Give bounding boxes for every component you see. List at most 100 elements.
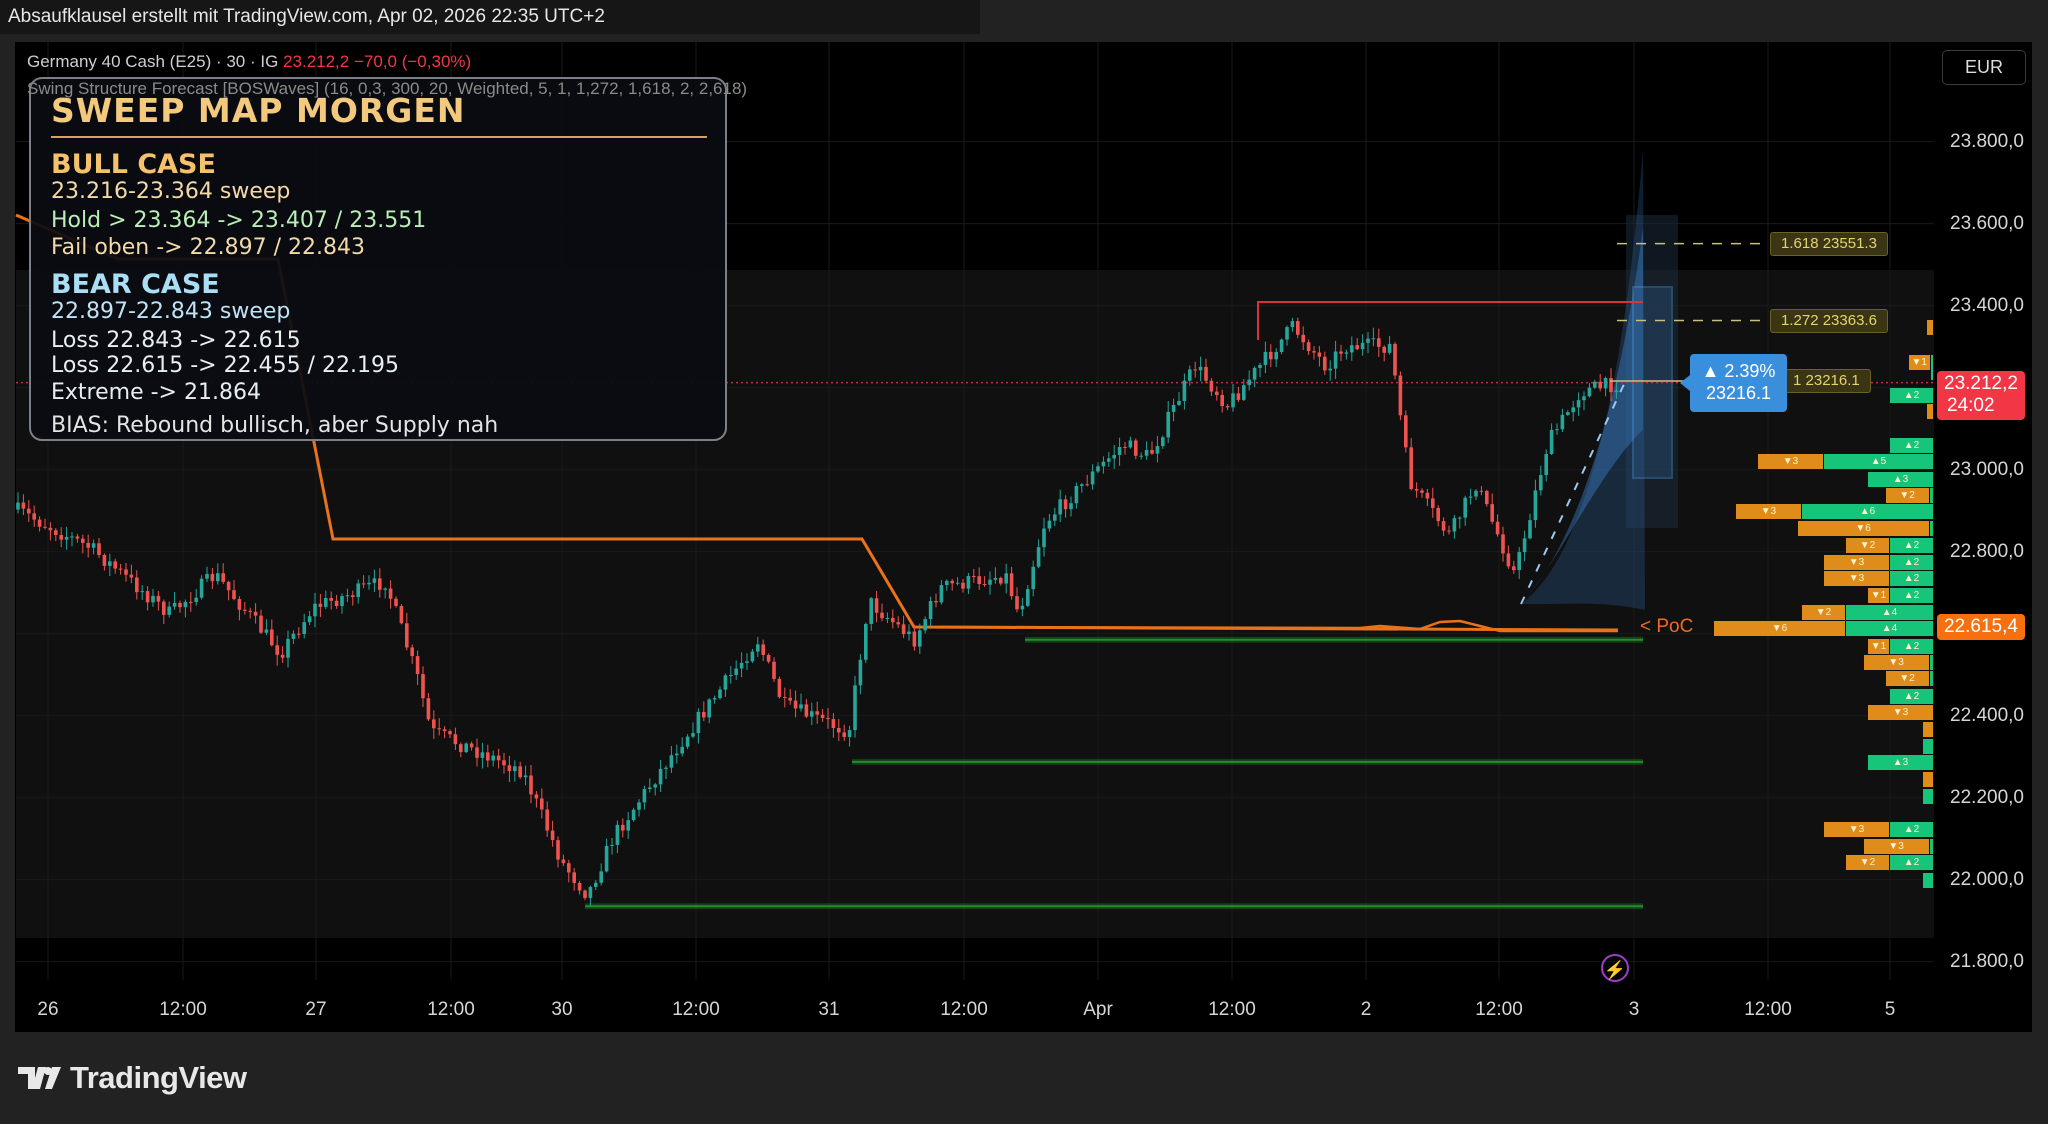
candle-body [1107, 458, 1111, 462]
candle-body [1436, 507, 1440, 522]
candle-body [345, 595, 350, 597]
candle-body [1593, 381, 1597, 388]
candle-body [594, 882, 598, 887]
candle-body [642, 789, 647, 803]
volume-bar-up: ▲2 [1890, 588, 1933, 604]
candle-body [1177, 400, 1181, 405]
candle-body [75, 536, 80, 539]
candle-body [912, 631, 917, 647]
price-axis-label: 23.000,0 [1950, 458, 2024, 480]
time-axis-label: 12:00 [427, 999, 475, 1020]
candle-body [286, 638, 290, 658]
candle-body [394, 598, 398, 606]
candle-body [356, 583, 360, 598]
volume-bar-down: ▼2 [1885, 671, 1929, 687]
candle-body [108, 561, 112, 566]
candle-body [702, 711, 706, 718]
tradingview-logo[interactable]: TradingView [18, 1060, 247, 1096]
price-axis-label: 22.400,0 [1950, 704, 2024, 726]
candle-body [1085, 484, 1089, 486]
candle-body [102, 554, 107, 566]
candle-body [1398, 375, 1403, 416]
candle-body [675, 753, 679, 756]
candle-body [1123, 446, 1127, 448]
candle-body [837, 728, 841, 733]
candle-body [853, 685, 857, 731]
candle-body [405, 623, 409, 648]
candle-body [934, 601, 938, 603]
candle-body [1301, 334, 1305, 343]
candle-body [1614, 390, 1619, 393]
indicator-legend[interactable]: Swing Structure Forecast [BOSWaves] (16,… [27, 79, 748, 98]
time-axis-label: 5 [1884, 999, 1896, 1020]
candle-body [1533, 490, 1538, 521]
poc-price-tag: 22.615,4 [1937, 614, 2025, 641]
time-axis-label: 30 [551, 999, 573, 1020]
candle-body [1571, 407, 1575, 413]
volume-bar-down: ▼3 [1824, 822, 1889, 838]
forecast-label-pointer [1680, 375, 1690, 391]
volume-bar-down [1927, 404, 1933, 420]
candle-body [540, 798, 544, 810]
symbol-legend[interactable]: Germany 40 Cash (E25) · 30 · IG 23.212,2… [27, 52, 471, 72]
candle-body [1161, 437, 1165, 447]
candle-body [1053, 514, 1057, 521]
candle-body [1371, 338, 1376, 340]
candle-body [1220, 395, 1224, 407]
candle-body [788, 697, 792, 701]
candle-body [1069, 503, 1073, 510]
candle-body [313, 603, 317, 617]
candle-body [1263, 351, 1268, 365]
candle-body [793, 700, 798, 709]
candle-body [372, 578, 377, 583]
candle-body [988, 579, 992, 585]
bull-line: Fail oben -> 22.897 / 22.843 [51, 235, 365, 260]
candle-body [1404, 415, 1408, 448]
candle-body [27, 508, 31, 514]
candle-body [1317, 352, 1322, 357]
candle-body [1009, 573, 1014, 597]
candle-body [1090, 471, 1095, 485]
candle-body [507, 765, 512, 772]
currency-button[interactable]: EUR [1942, 50, 2026, 85]
current-price-value: 23.212,2 [1944, 373, 2018, 394]
candle-body [1506, 553, 1511, 567]
panel-title: SWEEP MAP MORGEN [51, 91, 466, 130]
symbol-name[interactable]: Germany 40 Cash (E25) · 30 · IG [27, 52, 279, 71]
candle-body [572, 872, 576, 883]
candle-body [91, 543, 96, 548]
time-axis-label: 12:00 [159, 999, 207, 1020]
candle-body [1452, 518, 1457, 532]
volume-bar-down [1927, 320, 1933, 336]
candle-body [626, 820, 630, 831]
candle-body [1101, 461, 1106, 467]
candle-body [1042, 528, 1046, 548]
candle-body [1134, 440, 1138, 456]
candle-body [1247, 379, 1251, 386]
candle-body [631, 809, 636, 821]
candle-body [1528, 520, 1532, 539]
candle-body [1215, 391, 1219, 396]
candle-body [955, 582, 960, 584]
candle-body [453, 734, 458, 745]
time-axis-label: 12:00 [1475, 999, 1523, 1020]
current-price-tag: 23.212,2 24:02 [1937, 371, 2025, 420]
candle-body [1058, 499, 1062, 515]
candle-body [723, 675, 728, 690]
candle-body [777, 678, 782, 697]
volume-bar-down: ▼3 [1824, 571, 1889, 587]
forecast-zone-backdrop [1626, 215, 1678, 528]
candle-body [1549, 429, 1554, 454]
candle-body [799, 704, 803, 709]
candle-body [32, 513, 36, 520]
volume-bar-down: ▼3 [1868, 705, 1933, 721]
candle-body [999, 577, 1003, 584]
volume-bar-up: ▲2 [1890, 689, 1933, 705]
candle-body [1144, 450, 1149, 456]
volume-bar-up [1930, 354, 1933, 370]
lightning-icon[interactable]: ⚡ [1601, 954, 1629, 982]
forecast-change: ▲ 2.39% [1701, 361, 1776, 381]
volume-bar-down: ▼1 [1868, 639, 1889, 655]
candle-body [248, 610, 252, 612]
